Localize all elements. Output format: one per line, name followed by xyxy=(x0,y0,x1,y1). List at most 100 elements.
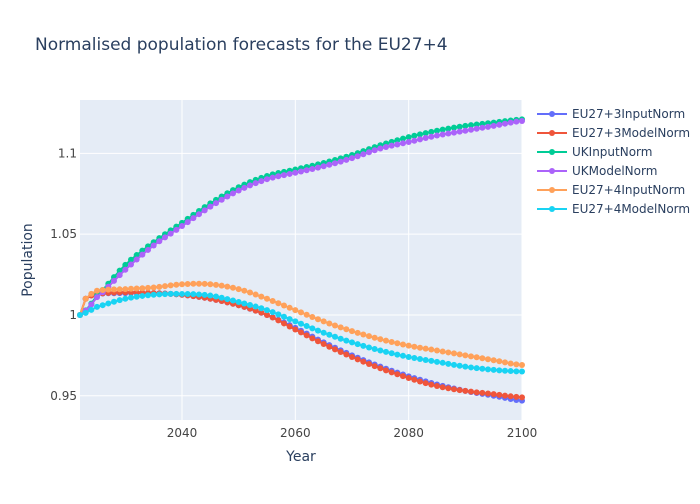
data-point xyxy=(235,299,242,306)
data-point xyxy=(417,378,423,385)
data-point xyxy=(473,354,480,361)
data-point xyxy=(292,326,299,333)
data-point xyxy=(388,369,395,376)
x-tick-label: 2060 xyxy=(280,426,311,440)
data-point xyxy=(507,360,514,367)
data-point xyxy=(88,306,95,313)
data-point xyxy=(411,137,418,144)
data-point xyxy=(428,346,435,353)
data-point xyxy=(468,364,474,371)
legend-label: EU27+3InputNorm xyxy=(572,107,685,121)
legend-item[interactable]: UKModelNorm xyxy=(537,164,657,178)
data-point xyxy=(241,300,248,307)
data-point xyxy=(366,149,372,156)
data-point xyxy=(167,230,174,237)
data-point xyxy=(162,283,168,290)
data-point xyxy=(405,342,412,349)
legend-label: EU27+4ModelNorm xyxy=(572,202,690,216)
legend-item[interactable]: EU27+3InputNorm xyxy=(537,107,685,121)
data-point xyxy=(315,316,321,323)
data-point xyxy=(224,283,231,290)
data-point xyxy=(371,346,378,353)
data-point xyxy=(502,392,508,399)
data-point xyxy=(428,128,435,135)
data-point xyxy=(196,280,202,287)
data-point xyxy=(388,142,395,149)
data-point xyxy=(479,365,486,372)
data-point xyxy=(400,341,406,348)
legend-item[interactable]: UKInputNorm xyxy=(537,145,652,159)
y-tick-label: 1.1 xyxy=(58,146,77,160)
data-point xyxy=(405,353,412,360)
data-point xyxy=(145,246,151,253)
data-point xyxy=(468,353,474,360)
data-point xyxy=(207,203,214,210)
data-point xyxy=(349,328,355,335)
data-point xyxy=(473,389,480,396)
data-point xyxy=(405,374,412,381)
data-point xyxy=(145,284,151,291)
data-point xyxy=(116,286,123,293)
legend-item[interactable]: EU27+4InputNorm xyxy=(537,183,685,197)
data-point xyxy=(479,389,486,396)
data-point xyxy=(332,346,338,353)
data-point xyxy=(383,348,389,355)
data-point xyxy=(133,293,140,300)
data-point xyxy=(252,291,259,298)
data-point xyxy=(275,300,282,307)
data-point xyxy=(360,331,367,338)
data-point xyxy=(122,295,129,302)
data-point xyxy=(326,161,333,168)
data-point xyxy=(434,132,440,139)
data-point xyxy=(462,387,469,394)
data-point xyxy=(343,337,350,344)
data-point xyxy=(133,252,140,259)
data-point xyxy=(235,286,242,293)
data-point xyxy=(320,318,327,325)
data-point xyxy=(519,394,525,401)
data-point xyxy=(496,391,503,398)
data-point xyxy=(264,311,270,318)
data-point xyxy=(139,285,146,292)
data-point xyxy=(309,335,316,342)
data-point xyxy=(434,347,440,354)
data-point xyxy=(281,172,287,179)
data-point xyxy=(519,362,525,369)
y-tick-label: 1.05 xyxy=(50,227,77,241)
data-point xyxy=(230,284,236,291)
legend-swatch-marker xyxy=(549,149,555,155)
data-point xyxy=(411,343,418,350)
data-point xyxy=(496,358,503,365)
data-point xyxy=(99,286,106,293)
data-point xyxy=(456,351,463,358)
data-point xyxy=(360,151,367,158)
data-point xyxy=(473,365,480,372)
data-point xyxy=(354,329,361,336)
data-point xyxy=(400,135,406,142)
legend-item[interactable]: EU27+3ModelNorm xyxy=(537,126,690,140)
data-point xyxy=(513,118,520,125)
data-point xyxy=(303,323,310,330)
data-point xyxy=(468,122,474,129)
data-point xyxy=(247,289,253,296)
data-point xyxy=(269,297,276,304)
data-point xyxy=(315,327,321,334)
data-point xyxy=(366,360,372,367)
legend-item[interactable]: EU27+4ModelNorm xyxy=(537,202,690,216)
data-point xyxy=(473,121,480,128)
data-point xyxy=(422,380,429,387)
data-point xyxy=(394,137,401,144)
data-point xyxy=(490,366,497,373)
data-point xyxy=(247,301,253,308)
data-point xyxy=(315,338,321,345)
data-point xyxy=(150,242,157,249)
data-point xyxy=(298,309,304,316)
data-point xyxy=(343,156,350,163)
data-point xyxy=(218,196,225,203)
data-point xyxy=(207,292,214,299)
data-point xyxy=(366,333,372,340)
data-point xyxy=(264,307,270,314)
data-point xyxy=(422,135,429,142)
data-point xyxy=(207,281,214,288)
